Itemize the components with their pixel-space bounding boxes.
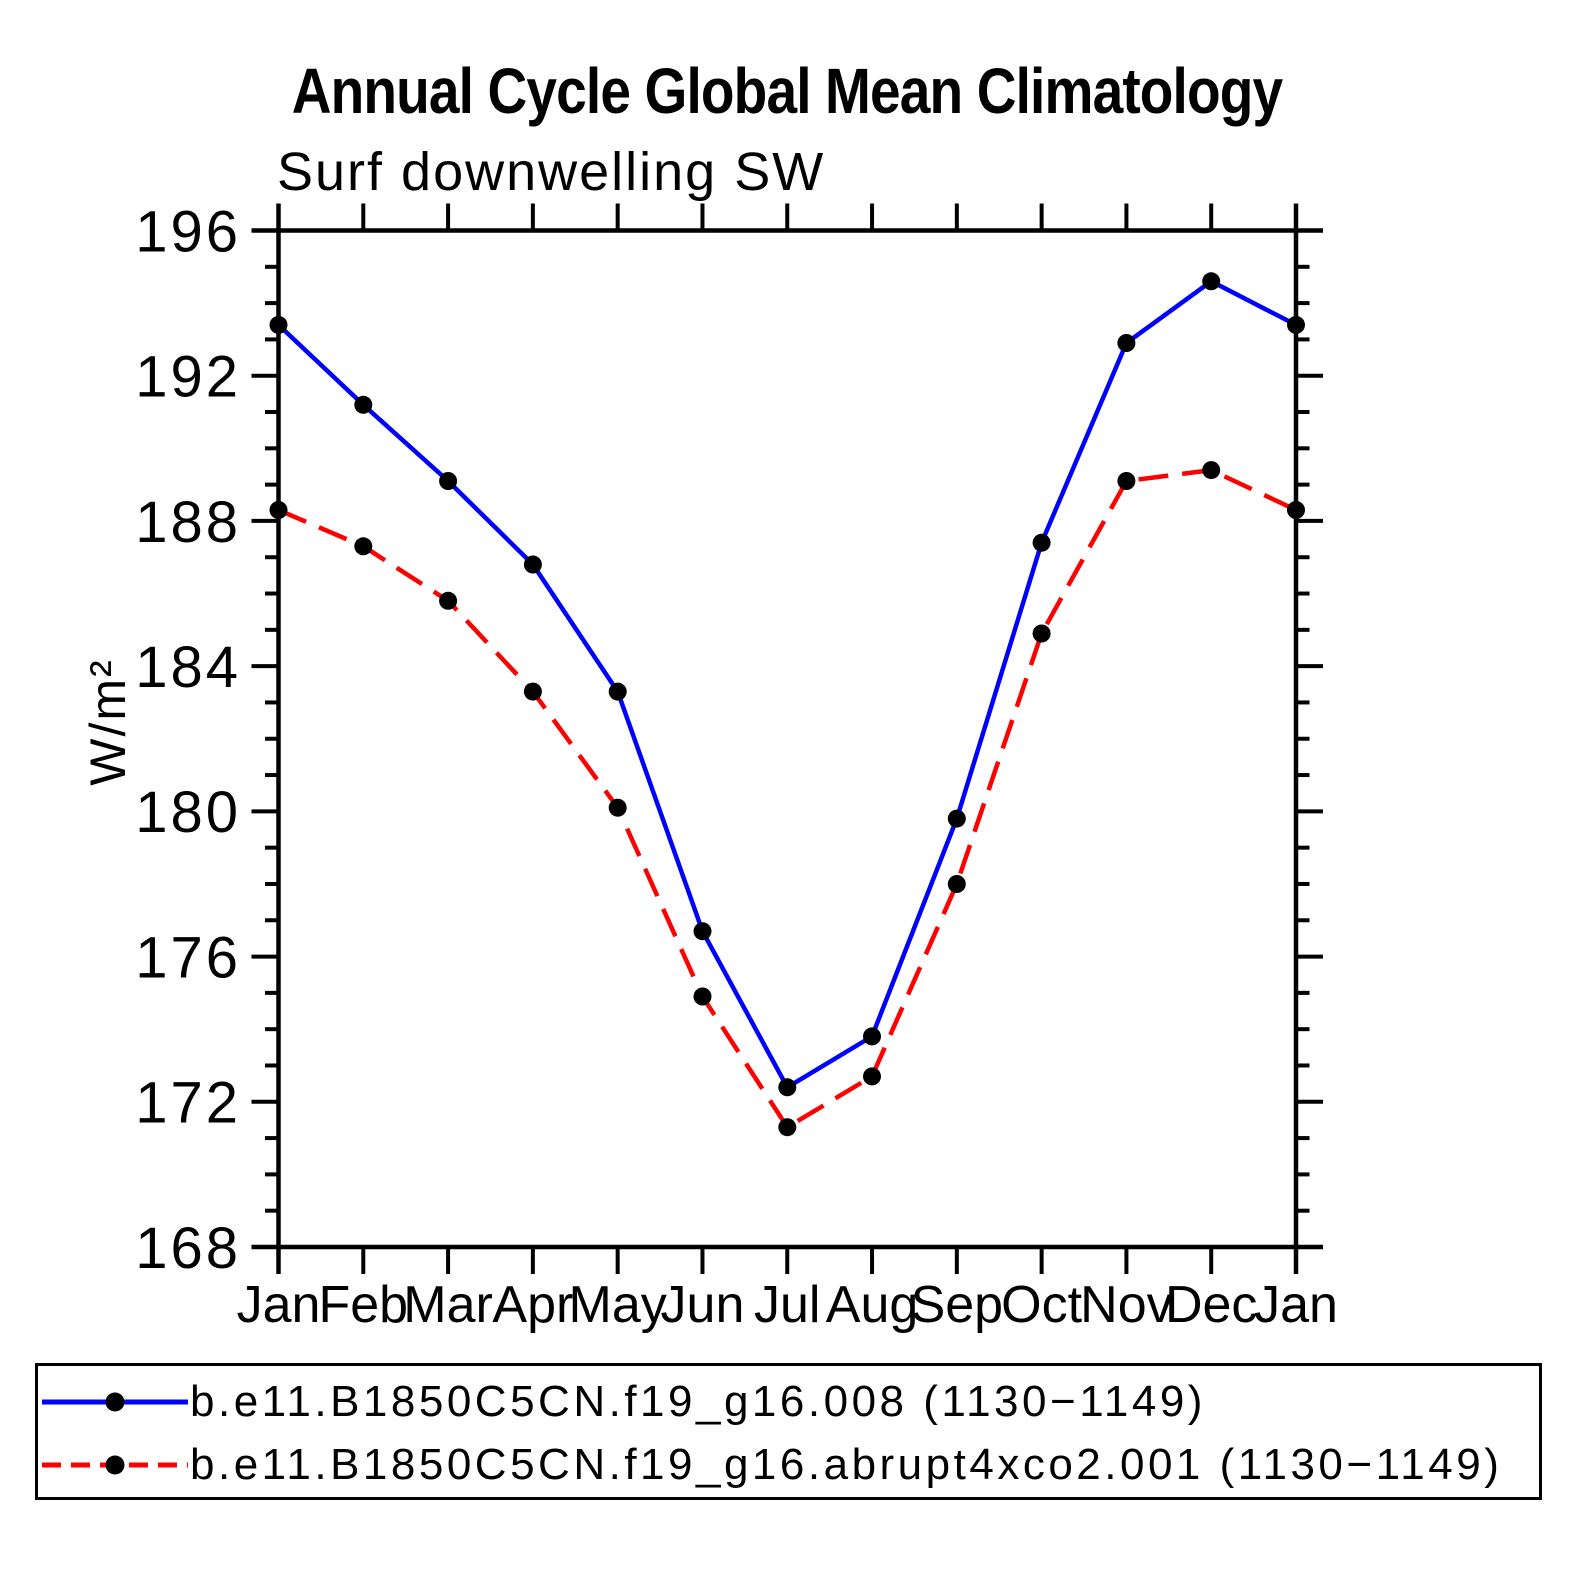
data-point <box>269 501 288 519</box>
legend-label-4xco2-run: b.e11.B1850C5CN.f19_g16.abrupt4xco2.001 … <box>190 1440 1503 1489</box>
legend-label-control-run: b.e11.B1850C5CN.f19_g16.008 (1130−1149) <box>190 1377 1206 1426</box>
x-tick-label: Nov <box>1080 1276 1172 1334</box>
chart-subtitle: Surf downwelling SW <box>277 142 826 202</box>
data-point <box>693 987 712 1006</box>
data-point <box>1287 315 1305 334</box>
legend: b.e11.B1850C5CN.f19_g16.008 (1130−1149) … <box>35 1363 1542 1500</box>
data-point <box>269 315 288 334</box>
legend-marker-dot <box>105 1455 125 1475</box>
x-tick-label: Sep <box>911 1276 1004 1334</box>
y-tick-label: 172 <box>135 1071 241 1136</box>
data-point <box>439 591 458 610</box>
data-point <box>778 1118 797 1137</box>
x-tick-label: Jun <box>661 1276 745 1334</box>
data-point <box>1202 461 1221 480</box>
data-point <box>523 682 542 701</box>
x-tick-label: May <box>569 1276 667 1334</box>
data-point <box>608 682 627 701</box>
data-point <box>1032 624 1051 643</box>
legend-marker-dot <box>105 1392 125 1412</box>
data-point <box>693 922 712 941</box>
series-line-dashed <box>277 467 1297 1131</box>
series-line-solid <box>276 278 1298 1091</box>
x-tick-label: Oct <box>1001 1276 1082 1334</box>
data-point <box>1287 501 1305 519</box>
x-tick-label: Jan <box>237 1276 321 1334</box>
data-point <box>1117 334 1136 352</box>
data-point <box>1117 472 1136 490</box>
legend-sample-line-dashed <box>42 1455 188 1475</box>
x-tick-label: Apr <box>492 1276 573 1334</box>
y-tick-label: 176 <box>135 925 241 990</box>
x-tick-label: Dec <box>1165 1276 1257 1334</box>
data-point <box>947 809 966 828</box>
data-point <box>778 1078 797 1097</box>
x-tick-label: Feb <box>318 1276 408 1334</box>
x-tick-label: Mar <box>403 1276 493 1334</box>
x-tick-label: Aug <box>826 1276 919 1334</box>
y-tick-label: 196 <box>135 199 241 264</box>
x-tick-label: Jan <box>1254 1276 1338 1334</box>
data-point <box>1202 272 1221 291</box>
legend-sample-line-solid <box>42 1392 188 1412</box>
data-point <box>439 472 458 490</box>
y-tick-label: 188 <box>135 490 241 555</box>
data-point <box>947 875 966 893</box>
data-point <box>608 798 627 817</box>
y-tick-label: 192 <box>135 345 241 410</box>
chart-title: Annual Cycle Global Mean Climatology <box>291 55 1283 127</box>
data-point <box>1032 533 1051 552</box>
data-point <box>863 1067 881 1086</box>
x-tick-label: Jul <box>754 1276 820 1334</box>
y-tick-label: 184 <box>135 635 241 700</box>
data-point <box>523 555 542 574</box>
data-point <box>863 1027 881 1046</box>
data-point <box>354 537 373 556</box>
y-tick-label: 168 <box>135 1216 241 1281</box>
y-tick-label: 180 <box>135 780 241 845</box>
data-point <box>354 395 373 414</box>
